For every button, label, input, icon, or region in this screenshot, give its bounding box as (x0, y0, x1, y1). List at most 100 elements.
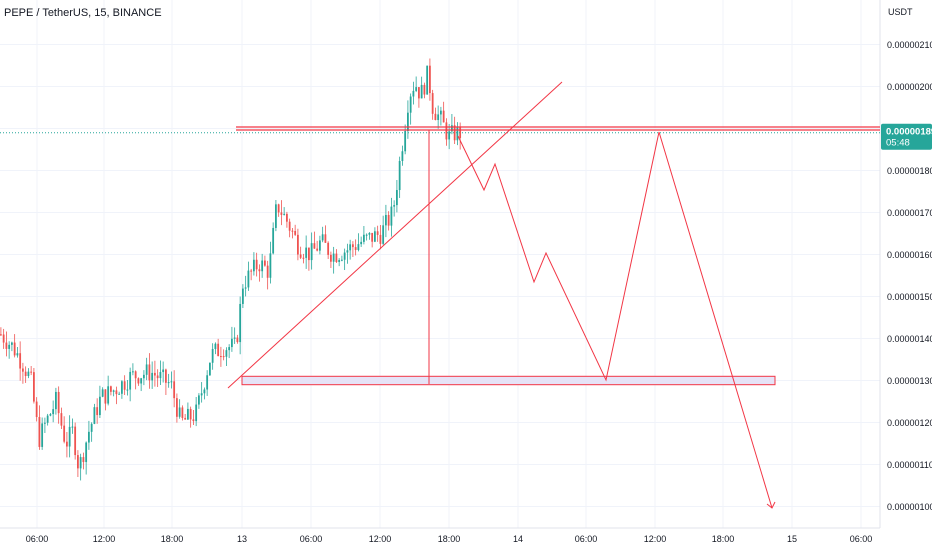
candle-body (448, 131, 451, 140)
candle-body (35, 401, 38, 418)
candle-body (57, 391, 60, 414)
candle-body (321, 234, 324, 241)
x-tick-label: 06:00 (575, 534, 598, 544)
candle-body (261, 260, 264, 272)
candle-body (22, 368, 24, 372)
y-tick-label: 0.00000200 (887, 82, 932, 92)
candle-body (88, 431, 90, 443)
candle-body (68, 426, 71, 447)
candle-body (275, 204, 277, 228)
time-axis[interactable]: 06:00 12:00 18:00 13 06:00 12:00 18:00 14 06:00 1… (26, 534, 873, 544)
candle-body (288, 221, 291, 231)
candle-body (250, 270, 253, 272)
candle-body (341, 259, 343, 261)
candle-body (442, 110, 445, 123)
candle-body (299, 254, 302, 258)
candle-body (206, 375, 209, 390)
y-tick-label: 0.00000170 (887, 208, 932, 218)
x-tick-label: 12:00 (644, 534, 667, 544)
candle-body (77, 455, 79, 469)
candle-body (148, 364, 151, 381)
candle-body (294, 230, 297, 235)
candle-body (368, 232, 371, 235)
candle-body (277, 204, 280, 213)
candle-body (115, 390, 118, 395)
candle-body (349, 244, 352, 251)
candle-body (156, 375, 159, 379)
x-tick-label: 06:00 (26, 534, 49, 544)
candle-body (228, 347, 231, 351)
y-tick-label: 0.00000210 (887, 40, 932, 50)
candle-body (440, 110, 442, 115)
symbol-title: PEPE / TetherUS, 15, BINANCE (4, 7, 162, 19)
candle-body (407, 112, 409, 132)
candle-body (24, 371, 27, 377)
candle-body (49, 414, 52, 416)
candle-body (354, 247, 357, 250)
candle-body (247, 270, 250, 288)
candle-body (286, 213, 288, 222)
candle-body (220, 356, 222, 358)
candle-body (46, 415, 49, 423)
candle-body (82, 457, 85, 463)
candle-body (162, 369, 165, 373)
candle-body (187, 408, 189, 420)
y-tick-label: 0.00000150 (887, 292, 932, 302)
candle-body (445, 122, 448, 140)
candle-body (319, 240, 321, 251)
candle-body (396, 190, 398, 206)
candle-body (308, 247, 310, 261)
candle-body (310, 243, 313, 261)
candle-body (123, 381, 126, 390)
candle-body (453, 125, 456, 141)
candle-body (11, 342, 13, 345)
candle-body (5, 342, 8, 349)
candle-body (415, 87, 418, 91)
candle-body (30, 371, 33, 373)
bar-countdown: 05:48 (886, 138, 910, 149)
candle-body (96, 407, 99, 416)
candle-body (203, 389, 206, 394)
candle-body (360, 241, 363, 245)
y-tick-label: 0.00000140 (887, 334, 932, 344)
candle-body (363, 234, 365, 242)
last-price-value: 0.00000189 (886, 127, 932, 138)
price-axis[interactable]: 0.000002100.000002000.000001900.00000180… (887, 40, 932, 512)
candle-body (214, 343, 217, 350)
candle-body (107, 386, 110, 404)
candle-body (112, 390, 115, 392)
candle-body (266, 265, 269, 278)
projection-path (457, 131, 773, 509)
projection-arrowhead (766, 501, 776, 509)
candle-body (376, 231, 379, 235)
candle-body (409, 96, 412, 113)
candle-body (231, 338, 233, 348)
candle-body (159, 372, 162, 379)
candle-body (170, 381, 173, 383)
candle-body (104, 389, 107, 404)
candle-body (324, 234, 327, 243)
candle-body (233, 337, 236, 339)
candle-body (456, 126, 459, 141)
candle-body (280, 212, 283, 215)
candles (0, 58, 462, 481)
candle-body (385, 214, 387, 226)
candle-body (90, 423, 93, 432)
candle-body (420, 84, 423, 99)
candle-body (343, 252, 346, 260)
y-tick-label: 0.00000160 (887, 250, 932, 260)
candle-body (346, 250, 349, 253)
y-tick-label: 0.00000120 (887, 418, 932, 428)
candle-body (195, 404, 198, 422)
candle-body (38, 417, 41, 447)
candle-body (19, 353, 22, 369)
candle-body (352, 244, 354, 248)
candle-body (371, 232, 374, 242)
candle-body (305, 247, 308, 258)
x-tick-label: 06:00 (850, 534, 873, 544)
candle-body (269, 253, 272, 278)
candle-body (283, 213, 286, 215)
candle-body (151, 372, 154, 381)
